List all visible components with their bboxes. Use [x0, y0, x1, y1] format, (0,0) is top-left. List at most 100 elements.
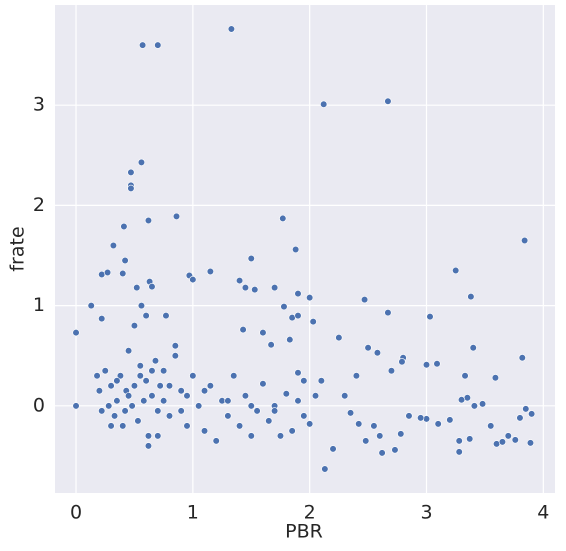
point	[140, 397, 148, 405]
point	[362, 437, 370, 445]
point	[452, 266, 460, 275]
point	[265, 417, 273, 425]
x-axis-label: PBR	[285, 521, 323, 543]
point	[235, 276, 244, 285]
point	[95, 387, 103, 395]
point	[98, 407, 106, 415]
point	[378, 449, 386, 457]
point	[154, 41, 162, 49]
plot-area	[55, 5, 555, 493]
y-axis-label: frate	[7, 226, 29, 271]
point	[478, 400, 487, 408]
point	[491, 374, 500, 382]
point	[259, 329, 267, 337]
point	[422, 415, 431, 423]
point	[321, 465, 329, 473]
point	[247, 402, 255, 410]
point	[130, 322, 139, 330]
y-tick-label: 3	[33, 94, 45, 116]
point	[267, 341, 275, 349]
point	[433, 360, 441, 368]
point	[165, 412, 174, 420]
point	[227, 25, 236, 33]
point	[241, 392, 250, 400]
point	[144, 442, 153, 450]
point	[300, 377, 308, 385]
point	[355, 420, 363, 428]
point	[113, 397, 121, 405]
point	[521, 236, 529, 245]
point	[171, 352, 179, 360]
point	[119, 422, 127, 430]
point	[335, 334, 343, 342]
point	[195, 402, 203, 410]
point	[360, 296, 369, 304]
point	[279, 214, 287, 223]
point	[154, 432, 162, 440]
point	[288, 427, 296, 435]
point	[397, 430, 405, 438]
point	[212, 437, 220, 445]
point	[142, 377, 150, 385]
point	[128, 402, 136, 410]
point	[280, 303, 288, 311]
point	[120, 222, 128, 231]
point	[271, 407, 279, 415]
point	[247, 254, 255, 263]
point	[282, 390, 290, 398]
point	[160, 397, 168, 405]
point	[469, 344, 477, 352]
point	[136, 372, 144, 380]
point	[116, 372, 125, 380]
point	[311, 392, 320, 400]
y-tick-label: 2	[33, 194, 45, 216]
point	[144, 216, 153, 225]
point	[103, 268, 112, 277]
point	[177, 387, 185, 395]
point	[156, 382, 164, 390]
point	[487, 422, 495, 430]
point	[317, 377, 325, 385]
point	[434, 420, 442, 428]
point	[183, 392, 191, 400]
point	[241, 283, 250, 292]
point	[422, 361, 431, 369]
point	[224, 412, 232, 420]
point	[286, 336, 294, 344]
point	[455, 448, 463, 456]
point	[93, 372, 101, 380]
point	[107, 382, 115, 390]
point	[124, 347, 133, 355]
point	[306, 293, 314, 302]
point	[105, 402, 113, 410]
point	[466, 435, 474, 443]
point	[516, 414, 524, 422]
point	[72, 329, 80, 337]
point	[276, 432, 285, 440]
point	[387, 367, 396, 375]
point	[189, 372, 197, 380]
point	[300, 412, 308, 420]
point	[294, 369, 302, 377]
point	[172, 212, 181, 221]
point	[98, 315, 106, 323]
point	[398, 358, 406, 366]
point	[189, 275, 197, 284]
point	[165, 382, 174, 390]
point	[113, 377, 121, 385]
point	[230, 372, 238, 380]
point	[139, 41, 147, 49]
point	[121, 256, 129, 265]
point	[206, 267, 214, 276]
point	[144, 432, 153, 440]
x-tick-label: 0	[70, 502, 82, 524]
point	[417, 414, 425, 422]
point	[457, 396, 466, 404]
point	[320, 100, 328, 108]
point	[200, 427, 209, 435]
point	[426, 313, 434, 321]
point	[364, 344, 372, 352]
y-tick-label: 1	[33, 294, 45, 316]
point	[253, 407, 261, 415]
point	[352, 372, 361, 380]
